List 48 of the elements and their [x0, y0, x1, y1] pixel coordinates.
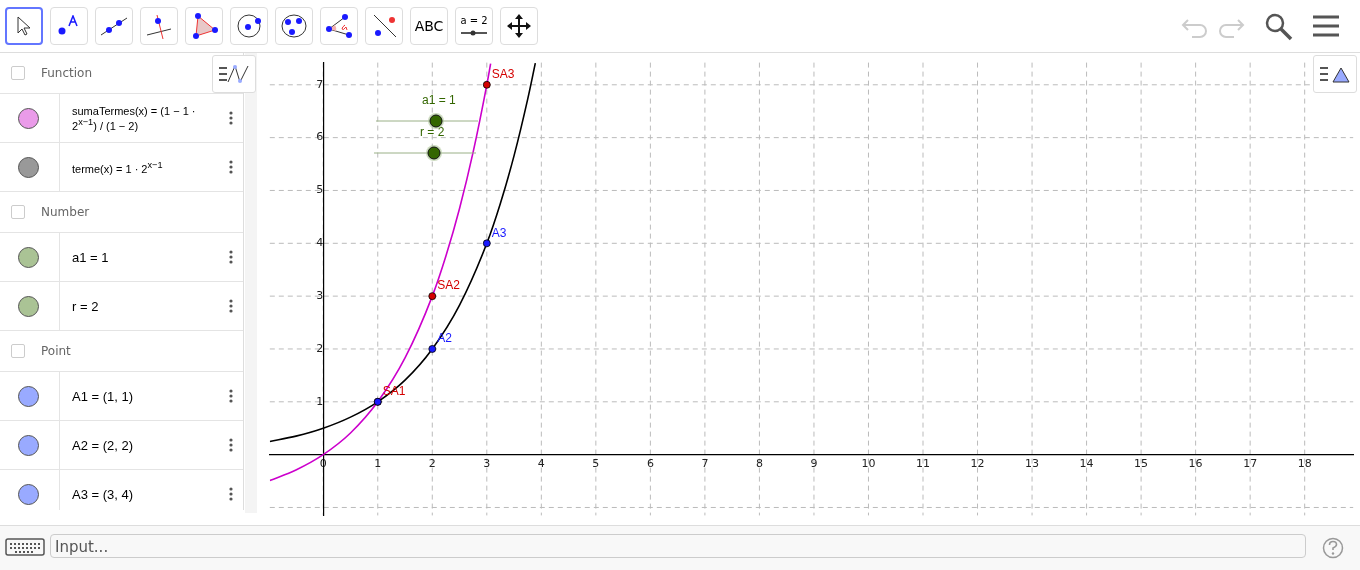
x-tick-label: 4 [537, 457, 545, 471]
y-tick-label: 7 [316, 77, 324, 91]
annotation: r = 2 [420, 125, 445, 139]
x-tick-label: 16 [1188, 457, 1203, 471]
x-tick-label: 1 [374, 457, 382, 471]
point [428, 345, 437, 353]
point [482, 239, 491, 248]
text: A3 = (3, 4) [72, 486, 135, 502]
annotation: a1 = 1 [422, 93, 456, 107]
text: Function [41, 66, 93, 80]
text: a1 = 1 [72, 249, 110, 265]
point [482, 80, 491, 89]
text: terme(x) = 1 · 2$^{x−1}$ [72, 159, 164, 175]
x-tick-label: 10 [861, 457, 876, 471]
y-tick-label: 4 [316, 236, 324, 250]
x-tick-label: 17 [1243, 457, 1258, 471]
text: ABC [414, 18, 444, 34]
x-tick-label: 12 [970, 457, 985, 471]
x-tick-label: 14 [1079, 457, 1094, 471]
data-label: A3 [491, 225, 507, 240]
x-tick-label: 11 [916, 457, 930, 471]
x-tick-label: 15 [1134, 457, 1149, 471]
y-tick-label: 3 [316, 288, 324, 302]
text: A2 = (2, 2) [72, 437, 135, 453]
x-tick-label: 8 [755, 457, 763, 471]
x-tick-label: 13 [1025, 457, 1040, 471]
text: sumaTermes(x) = (1 − 1 · 2$^{x−1}$) / (1 − 2) [72, 104, 197, 132]
data-label: SA2 [437, 278, 461, 293]
data-label: SA3 [491, 67, 515, 82]
line-series [269, 62, 492, 482]
x-tick-label: 9 [810, 457, 818, 471]
text: r = 2 [72, 298, 100, 314]
x-tick-label: 5 [592, 457, 600, 471]
y-tick-label: 5 [316, 183, 324, 197]
x-tick-label: 6 [646, 457, 654, 471]
x-tick-label: 18 [1297, 457, 1312, 471]
text: a = 2 [460, 14, 488, 26]
y-tick-label: 2 [316, 341, 324, 355]
point [428, 292, 437, 301]
x-tick-label: 2 [428, 457, 436, 471]
x-tick-label: 7 [701, 457, 709, 471]
text: Input... [50, 534, 1306, 558]
text: A1 = (1, 1) [72, 388, 135, 404]
x-tick-label: 3 [483, 457, 491, 471]
text: Point [41, 344, 71, 358]
text: Number [41, 205, 90, 219]
y-tick-label: 6 [316, 130, 324, 144]
y-tick-label: 1 [316, 394, 324, 408]
